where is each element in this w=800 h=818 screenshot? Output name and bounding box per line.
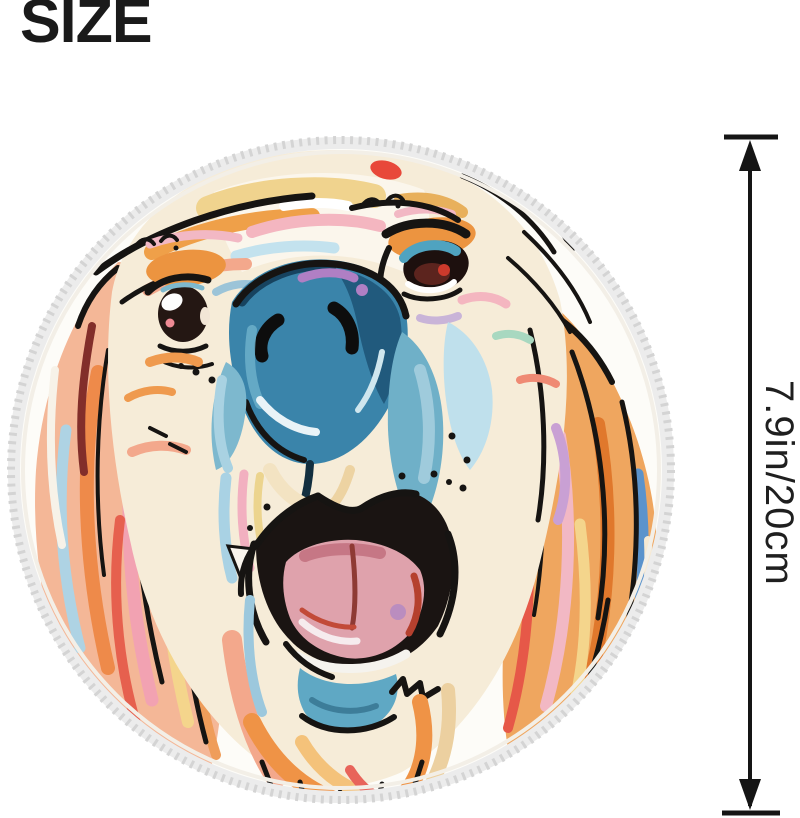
dog-left-eye <box>144 273 214 370</box>
stitch-ticks <box>7 136 675 804</box>
dimension-label: 7.9in/20cm <box>757 380 800 586</box>
page-title: SIZE <box>20 0 153 55</box>
arrowhead-up-icon <box>739 140 761 171</box>
dimension-annotation: 7.9in/20cm <box>722 134 800 816</box>
dog-nose <box>228 259 410 514</box>
arrowhead-down-icon <box>739 779 761 810</box>
dog-right-eye <box>376 218 471 325</box>
chin <box>297 668 398 733</box>
stitched-edge <box>7 136 675 804</box>
mousepad <box>7 136 675 804</box>
dog-mouth <box>225 489 459 734</box>
red-paint-dab <box>370 160 402 180</box>
